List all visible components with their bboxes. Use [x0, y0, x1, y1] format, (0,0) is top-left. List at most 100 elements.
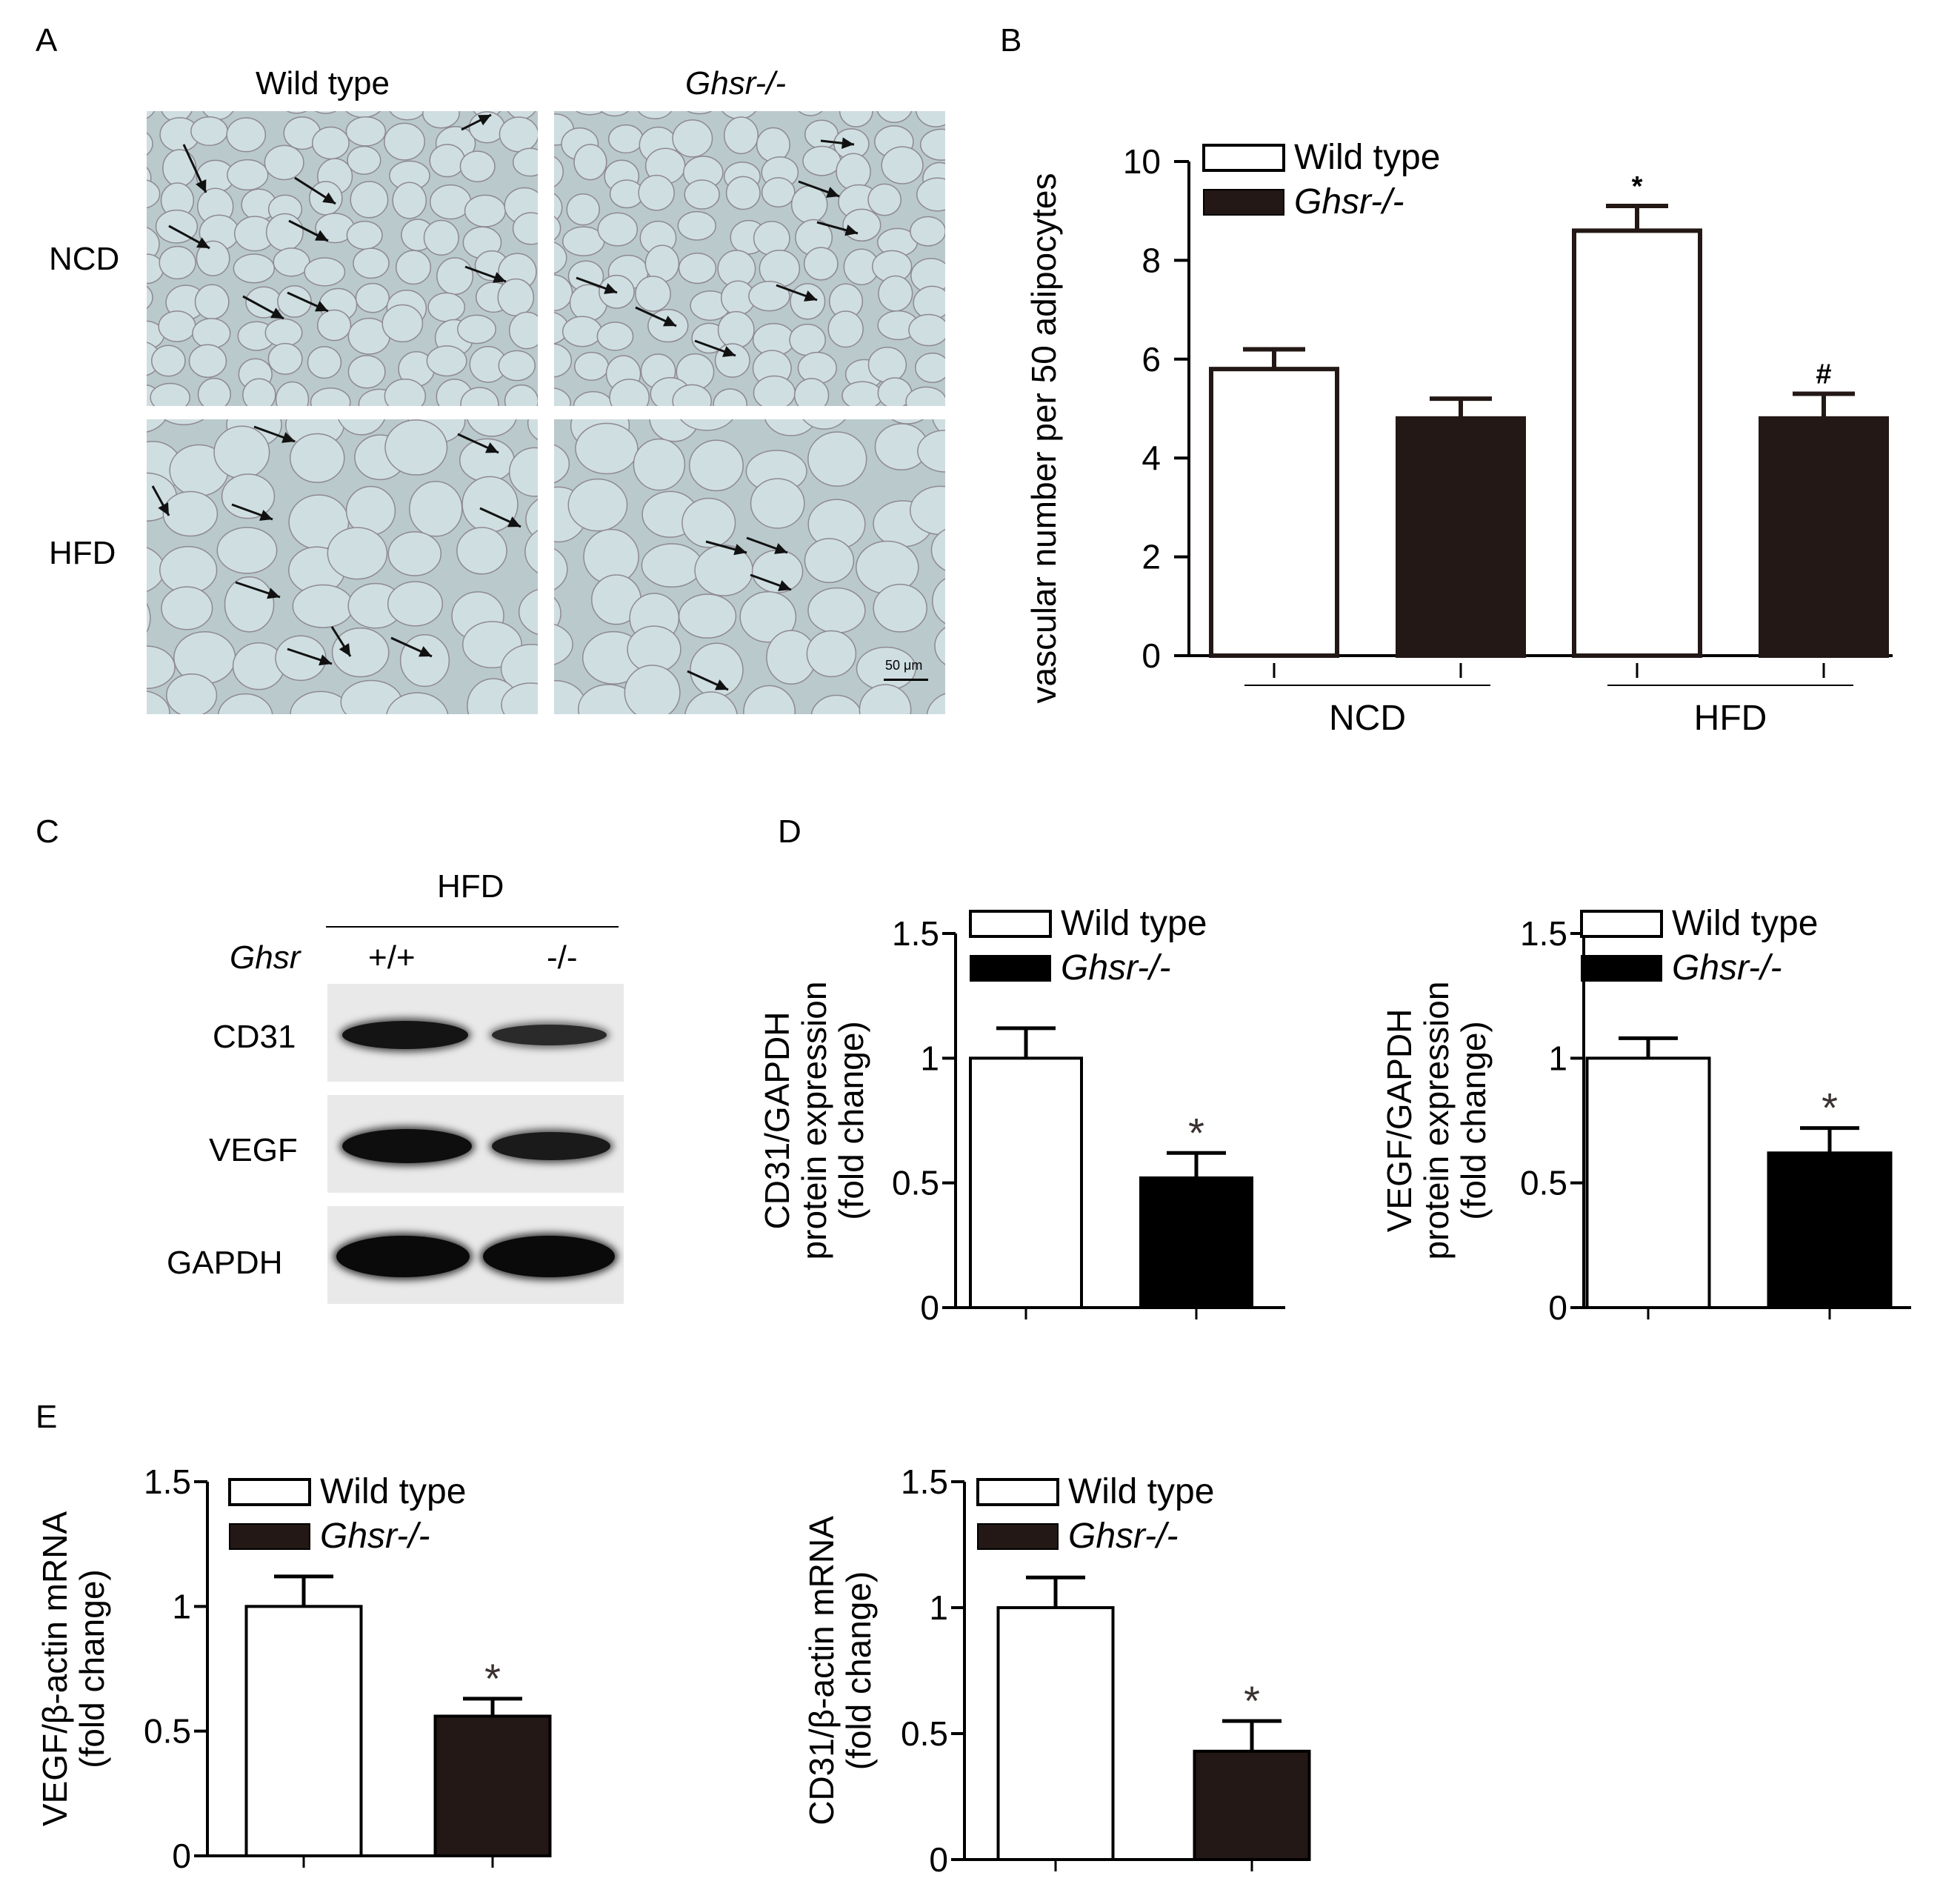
panel-letter-e: E — [36, 1399, 58, 1435]
adipocyte — [347, 355, 386, 389]
y-axis-label: vascular number per 50 adipocytes — [1024, 173, 1063, 704]
scale-bar — [884, 679, 928, 681]
arrow-icon — [804, 290, 817, 302]
adipocyte — [217, 693, 273, 714]
adipocyte — [386, 692, 449, 714]
y-tick-label: 0.5 — [892, 1164, 939, 1202]
adipocyte — [459, 438, 515, 483]
adipocyte — [717, 310, 755, 349]
adipocyte — [677, 210, 716, 241]
adipocyte — [194, 284, 230, 320]
adipocyte — [498, 350, 536, 382]
bar-ghsr — [1767, 1151, 1893, 1309]
legend-swatch-wild-type — [976, 1478, 1059, 1506]
adipocyte — [681, 497, 736, 548]
x-group-label: NCD — [1329, 699, 1406, 738]
y-axis-label: CD31/GAPDH — [758, 1012, 796, 1230]
legend-label-wild-type: Wild type — [1294, 138, 1440, 177]
arrow-icon — [478, 115, 491, 126]
y-axis-label: VEGF/β-actin mRNA — [37, 1511, 74, 1827]
adipocyte — [761, 177, 796, 208]
bar-wild-type — [996, 1606, 1115, 1861]
y-tick-label: 10 — [1123, 142, 1161, 181]
adipocyte — [930, 528, 945, 571]
adipocyte — [213, 425, 270, 479]
arrow-icon — [315, 301, 328, 312]
adipocyte — [512, 147, 538, 177]
y-tick-label: 0.5 — [144, 1712, 191, 1751]
adipocyte — [264, 144, 304, 181]
arrow-icon — [319, 654, 332, 666]
lane-label-wild-type: +/+ — [368, 939, 416, 976]
adipocyte — [384, 122, 425, 161]
adipocyte — [566, 193, 600, 226]
adipocyte — [345, 111, 381, 119]
y-tick-label: 1 — [929, 1588, 948, 1627]
adipocyte — [876, 111, 913, 123]
adipocyte — [147, 227, 160, 262]
adipocyte — [147, 111, 156, 119]
y-axis-label: VEGF/GAPDH — [1380, 1009, 1419, 1233]
column-label-ghsr: Ghsr-/- — [685, 65, 787, 101]
adipocyte — [672, 384, 713, 406]
adipocyte — [910, 216, 945, 247]
adipocyte — [725, 176, 761, 210]
y-tick-label: 0 — [920, 1288, 939, 1327]
adipocyte — [867, 183, 901, 216]
adipocyte — [827, 310, 864, 348]
adipocyte — [919, 128, 945, 161]
adipocyte — [221, 473, 276, 519]
blot-row-label-vegf: VEGF — [209, 1132, 298, 1168]
adipocyte — [806, 630, 857, 678]
lane-label-ghsr: -/- — [547, 939, 578, 976]
adipocyte — [409, 481, 463, 537]
significance-marker: * — [1822, 1085, 1838, 1131]
y-tick-label: 0.5 — [901, 1714, 948, 1753]
adipocyte — [739, 590, 797, 643]
adipocyte — [467, 419, 517, 437]
significance-marker: # — [1816, 359, 1831, 390]
adipocyte — [242, 378, 276, 406]
adipocyte — [575, 422, 639, 475]
y-axis-label: protein expression — [1417, 982, 1456, 1260]
legend-label-ghsr: Ghsr-/- — [320, 1517, 430, 1556]
adipocyte — [554, 193, 563, 222]
adipocyte — [633, 438, 686, 491]
y-tick-label: 4 — [1142, 439, 1161, 477]
adipocyte — [158, 310, 196, 342]
arrow-icon — [778, 580, 791, 591]
legend-swatch-ghsr — [229, 1523, 310, 1550]
adipocyte — [346, 220, 383, 250]
y-tick-label: 6 — [1142, 340, 1161, 379]
legend-swatch-wild-type — [1580, 910, 1663, 938]
adipocyte — [748, 280, 790, 312]
adipocyte — [810, 694, 862, 714]
arrow-icon — [419, 646, 432, 657]
adipocyte — [310, 387, 351, 406]
adipocyte — [227, 159, 269, 191]
chart-b-vascular-number: 0 2 4 6 8 10 vascular number per 50 adipocytes… — [1024, 138, 1893, 738]
adipocyte — [426, 345, 467, 377]
adipocyte — [460, 387, 499, 406]
adipocyte — [596, 322, 634, 351]
adipocyte — [607, 124, 644, 154]
adipocyte — [915, 352, 945, 383]
y-tick-label: 1 — [172, 1587, 191, 1625]
adipocyte — [197, 377, 231, 406]
y-axis-label: (fold change) — [73, 1569, 111, 1768]
adipocyte — [290, 690, 352, 714]
adipocyte — [841, 381, 883, 406]
adipocyte — [508, 447, 538, 497]
adipocyte — [790, 185, 828, 224]
significance-marker: * — [1632, 171, 1643, 202]
arrow-icon — [281, 432, 295, 443]
adipocyte — [387, 531, 442, 576]
adipocyte — [789, 323, 826, 356]
y-tick-label: 1 — [920, 1039, 939, 1077]
bar-wild-type — [244, 1605, 363, 1857]
adipocyte — [684, 691, 738, 714]
adipocyte — [497, 278, 535, 316]
micrograph-ncd-ghsr — [554, 111, 945, 406]
adipocyte — [190, 116, 228, 147]
